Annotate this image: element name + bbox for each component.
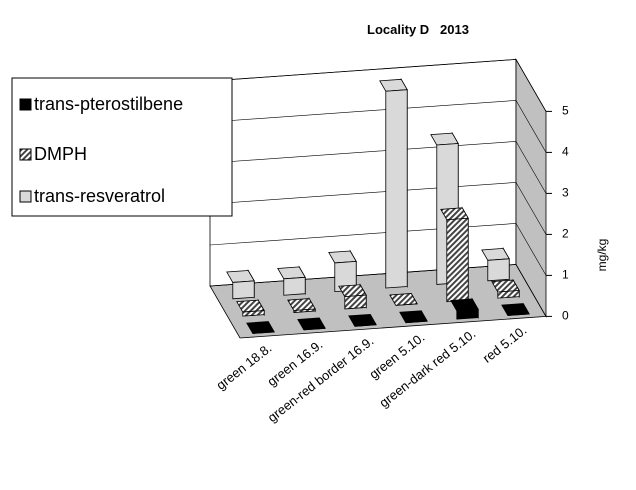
bar-front — [283, 276, 306, 296]
legend-swatch — [19, 148, 32, 161]
chart-title: Locality D 2013 — [367, 22, 469, 37]
bar-front — [395, 303, 418, 306]
y-tick-label: 5 — [562, 104, 569, 118]
bar-front — [507, 313, 530, 316]
bar — [236, 298, 265, 317]
bar — [501, 303, 530, 316]
legend-box — [11, 77, 233, 217]
bar — [297, 317, 326, 331]
bar-front — [446, 217, 469, 303]
bar-front — [385, 89, 408, 289]
bar — [399, 310, 428, 324]
grid-line — [209, 264, 547, 317]
x-tick-label: red 5.10. — [480, 322, 530, 365]
bar-front — [354, 324, 377, 327]
bar-front — [232, 280, 255, 300]
bar — [226, 269, 255, 300]
bar — [481, 246, 510, 282]
bar — [491, 278, 520, 299]
bar — [277, 265, 306, 296]
legend: trans-pterostilbene DMPH trans-resveratrol — [11, 77, 233, 217]
bar — [246, 321, 275, 334]
bar-front — [456, 308, 479, 320]
y-axis-label: mg/kg — [595, 239, 609, 272]
legend-label: DMPH — [34, 144, 87, 164]
grid-line — [209, 100, 547, 153]
bar — [450, 297, 479, 320]
grid-line — [209, 182, 547, 235]
bar-front — [303, 327, 326, 331]
bar — [328, 249, 357, 293]
bar — [338, 283, 367, 310]
bar — [287, 297, 316, 313]
x-tick-label: green 18.8. — [213, 340, 274, 392]
bar-front — [405, 320, 428, 324]
y-tick-label: 0 — [562, 309, 569, 323]
legend-swatch — [19, 190, 32, 203]
bar-front — [497, 290, 520, 299]
grid-line — [209, 223, 547, 276]
back-wall — [209, 58, 517, 287]
bar — [348, 313, 377, 327]
y-tick-label: 4 — [562, 145, 569, 159]
bar — [379, 77, 408, 289]
grid-line — [209, 59, 547, 112]
y-tick-label: 3 — [562, 186, 569, 200]
y-tick-label: 1 — [562, 268, 569, 282]
bar — [440, 206, 469, 303]
grid-line — [209, 141, 547, 194]
bar-front — [293, 308, 316, 313]
legend-label: trans-resveratrol — [34, 186, 165, 206]
bar-front — [344, 294, 367, 310]
y-tick-label: 2 — [562, 227, 569, 241]
bar-front — [252, 331, 275, 334]
bar — [389, 293, 418, 306]
bar-front — [242, 310, 265, 317]
bar-front — [487, 258, 510, 282]
legend-swatch — [19, 98, 32, 111]
legend-label: trans-pterostilbene — [34, 94, 183, 114]
